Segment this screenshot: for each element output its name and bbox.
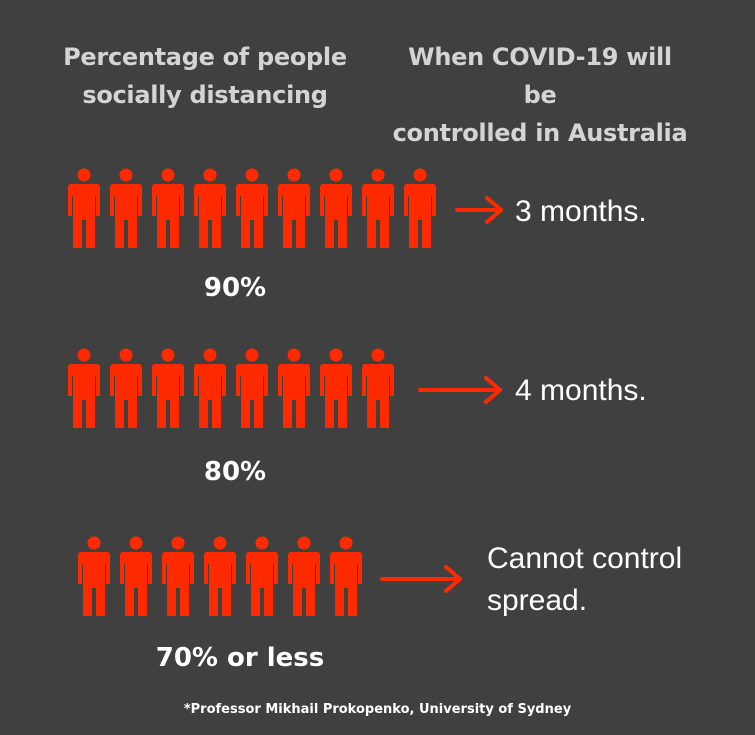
person-icon xyxy=(162,536,194,616)
source-credit: *Professor Mikhail Prokopenko, Universit… xyxy=(183,702,572,717)
person-icon xyxy=(320,348,352,428)
arrow-right-icon xyxy=(455,196,503,224)
person-icon xyxy=(404,168,436,248)
header-control-timeline: When COVID-19 will be controlled in Aust… xyxy=(392,43,688,147)
person-icon xyxy=(320,168,352,248)
arrow-right-icon xyxy=(380,565,462,593)
person-icon xyxy=(246,536,278,616)
person-icon xyxy=(278,348,310,428)
person-icon xyxy=(278,168,310,248)
person-icon xyxy=(110,348,142,428)
person-icon xyxy=(330,536,362,616)
result-4-months: 4 months. xyxy=(515,374,647,407)
header-social-distancing: Percentage of people socially distancing xyxy=(63,43,347,109)
person-icon xyxy=(110,168,142,248)
person-icon xyxy=(236,348,268,428)
person-icon xyxy=(152,168,184,248)
person-icon xyxy=(152,348,184,428)
percentage-90: 90% xyxy=(203,273,267,303)
person-icon xyxy=(362,168,394,248)
people-group-70 xyxy=(76,536,364,618)
person-icon xyxy=(68,348,100,428)
people-group-80 xyxy=(66,348,396,430)
person-icon xyxy=(194,168,226,248)
person-icon xyxy=(204,536,236,616)
person-icon xyxy=(78,536,110,616)
people-group-90 xyxy=(66,168,438,250)
person-icon xyxy=(362,348,394,428)
person-icon xyxy=(120,536,152,616)
person-icon xyxy=(288,536,320,616)
percentage-80: 80% xyxy=(203,457,267,487)
person-icon xyxy=(68,168,100,248)
result-3-months: 3 months. xyxy=(515,195,647,228)
result-cannot-control-spread: Cannot control spread. xyxy=(487,542,683,617)
arrow-right-icon xyxy=(418,376,502,404)
person-icon xyxy=(194,348,226,428)
percentage-70-or-less: 70% or less xyxy=(155,643,325,673)
person-icon xyxy=(236,168,268,248)
